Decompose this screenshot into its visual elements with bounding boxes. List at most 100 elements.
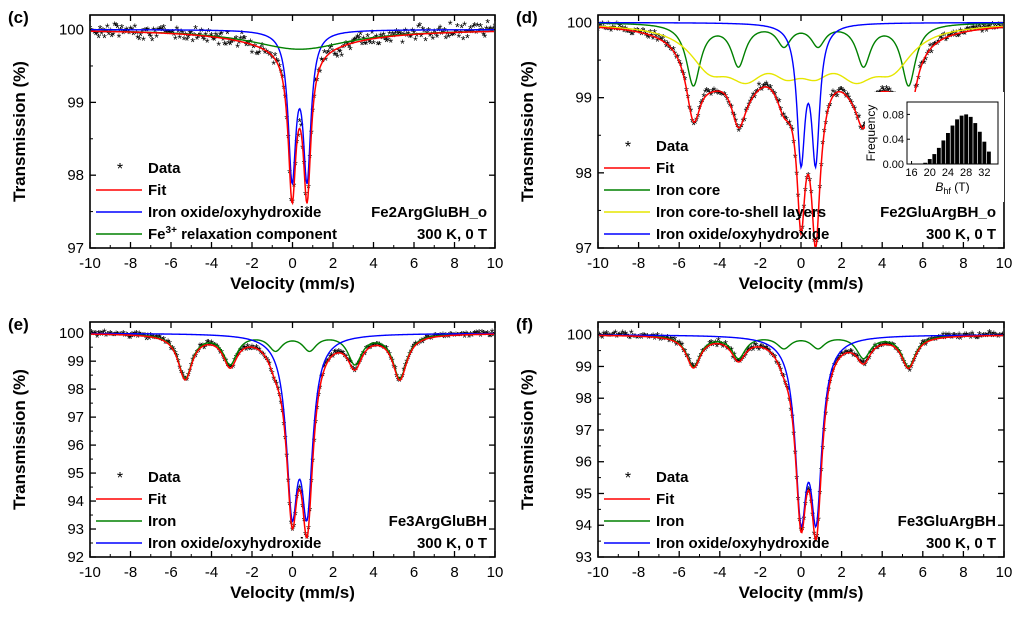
y-tick-label: 94 xyxy=(67,493,84,510)
data-point: * xyxy=(613,327,618,341)
data-point: * xyxy=(636,331,641,345)
data-point: * xyxy=(193,22,198,36)
x-tick-label: 10 xyxy=(487,564,504,581)
data-point: * xyxy=(748,344,753,358)
data-point: * xyxy=(768,348,773,362)
data-point: * xyxy=(224,39,229,53)
data-point: * xyxy=(119,329,124,343)
data-point: * xyxy=(958,333,963,347)
data-point: * xyxy=(305,532,310,546)
data-point: * xyxy=(771,350,776,364)
data-point: * xyxy=(195,33,200,47)
inset-x-tick-label: 24 xyxy=(942,167,954,179)
data-point: * xyxy=(335,348,340,362)
x-tick-label: 0 xyxy=(288,255,296,272)
data-point: * xyxy=(271,373,276,387)
x-axis-title: Velocity (mm/s) xyxy=(230,274,355,293)
data-point: * xyxy=(628,333,633,347)
data-point: * xyxy=(148,31,153,45)
data-point: * xyxy=(112,329,117,343)
data-point: * xyxy=(454,26,459,40)
data-point: * xyxy=(263,352,268,366)
data-point: * xyxy=(131,330,136,344)
x-tick-label: -2 xyxy=(245,564,258,581)
data-point: * xyxy=(719,338,724,352)
data-point: * xyxy=(912,354,917,368)
data-point: * xyxy=(235,41,240,55)
legend-label-data: Data xyxy=(148,160,181,177)
data-point: * xyxy=(441,27,446,41)
data-point: * xyxy=(831,86,836,100)
inset-bar xyxy=(955,119,959,164)
data-point: * xyxy=(384,36,389,50)
data-point: * xyxy=(603,23,608,37)
data-point: * xyxy=(92,328,97,342)
inset-bar xyxy=(941,140,946,164)
data-point: * xyxy=(122,330,127,344)
data-point: * xyxy=(664,333,669,347)
x-tick-label: 2 xyxy=(837,255,845,272)
series-line-fit xyxy=(91,333,494,539)
data-point: * xyxy=(428,332,433,346)
data-point: * xyxy=(633,331,638,345)
data-point: * xyxy=(443,330,448,344)
data-point: * xyxy=(599,331,604,345)
data-point: * xyxy=(717,338,722,352)
data-point: * xyxy=(200,32,205,46)
data-point: * xyxy=(253,40,258,54)
inset-y-tick-label: 0.04 xyxy=(883,134,904,146)
data-point: * xyxy=(674,52,679,66)
data-point: * xyxy=(913,350,918,364)
data-point: * xyxy=(402,29,407,43)
data-point: * xyxy=(251,42,256,56)
data-point: * xyxy=(757,79,762,93)
y-tick-label: 98 xyxy=(575,390,592,407)
data-point: * xyxy=(835,91,840,105)
data-point: * xyxy=(648,332,653,346)
data-point: * xyxy=(358,28,363,42)
data-point: * xyxy=(219,28,224,42)
data-point: * xyxy=(211,34,216,48)
data-point: * xyxy=(960,27,965,41)
x-tick-label: -8 xyxy=(632,255,645,272)
data-point: * xyxy=(169,344,174,358)
data-point: * xyxy=(928,40,933,54)
x-tick-label: 6 xyxy=(410,564,418,581)
data-point: * xyxy=(699,350,704,364)
data-point: * xyxy=(942,333,947,347)
data-point: * xyxy=(215,31,220,45)
data-point: * xyxy=(400,37,405,51)
data-point: * xyxy=(146,24,151,38)
data-point: * xyxy=(99,329,104,343)
data-point: * xyxy=(615,331,620,345)
data-point: * xyxy=(109,31,114,45)
y-tick-label: 100 xyxy=(59,325,84,342)
data-point: * xyxy=(433,29,438,43)
data-point: * xyxy=(607,23,612,37)
data-point: * xyxy=(352,34,357,48)
data-point: * xyxy=(156,332,161,346)
data-point: * xyxy=(915,80,920,94)
data-point: * xyxy=(135,32,140,46)
data-point: * xyxy=(380,32,385,46)
data-point: * xyxy=(457,31,462,45)
legend-marker-data: * xyxy=(625,139,631,156)
data-point: * xyxy=(606,18,611,32)
data-point: * xyxy=(153,332,158,346)
data-point: * xyxy=(693,117,698,131)
data-point: * xyxy=(349,362,354,376)
data-point: * xyxy=(681,346,686,360)
data-point: * xyxy=(694,359,699,373)
data-point: * xyxy=(202,34,207,48)
data-point: * xyxy=(655,35,660,49)
data-point: * xyxy=(990,331,995,345)
data-point: * xyxy=(490,26,495,40)
data-point: * xyxy=(667,41,672,55)
data-point: * xyxy=(925,49,930,63)
x-tick-label: 4 xyxy=(878,255,886,272)
data-point: * xyxy=(639,29,644,43)
data-point: * xyxy=(741,353,746,367)
data-point: * xyxy=(845,348,850,362)
data-point: * xyxy=(760,84,765,98)
data-point: * xyxy=(764,78,769,92)
